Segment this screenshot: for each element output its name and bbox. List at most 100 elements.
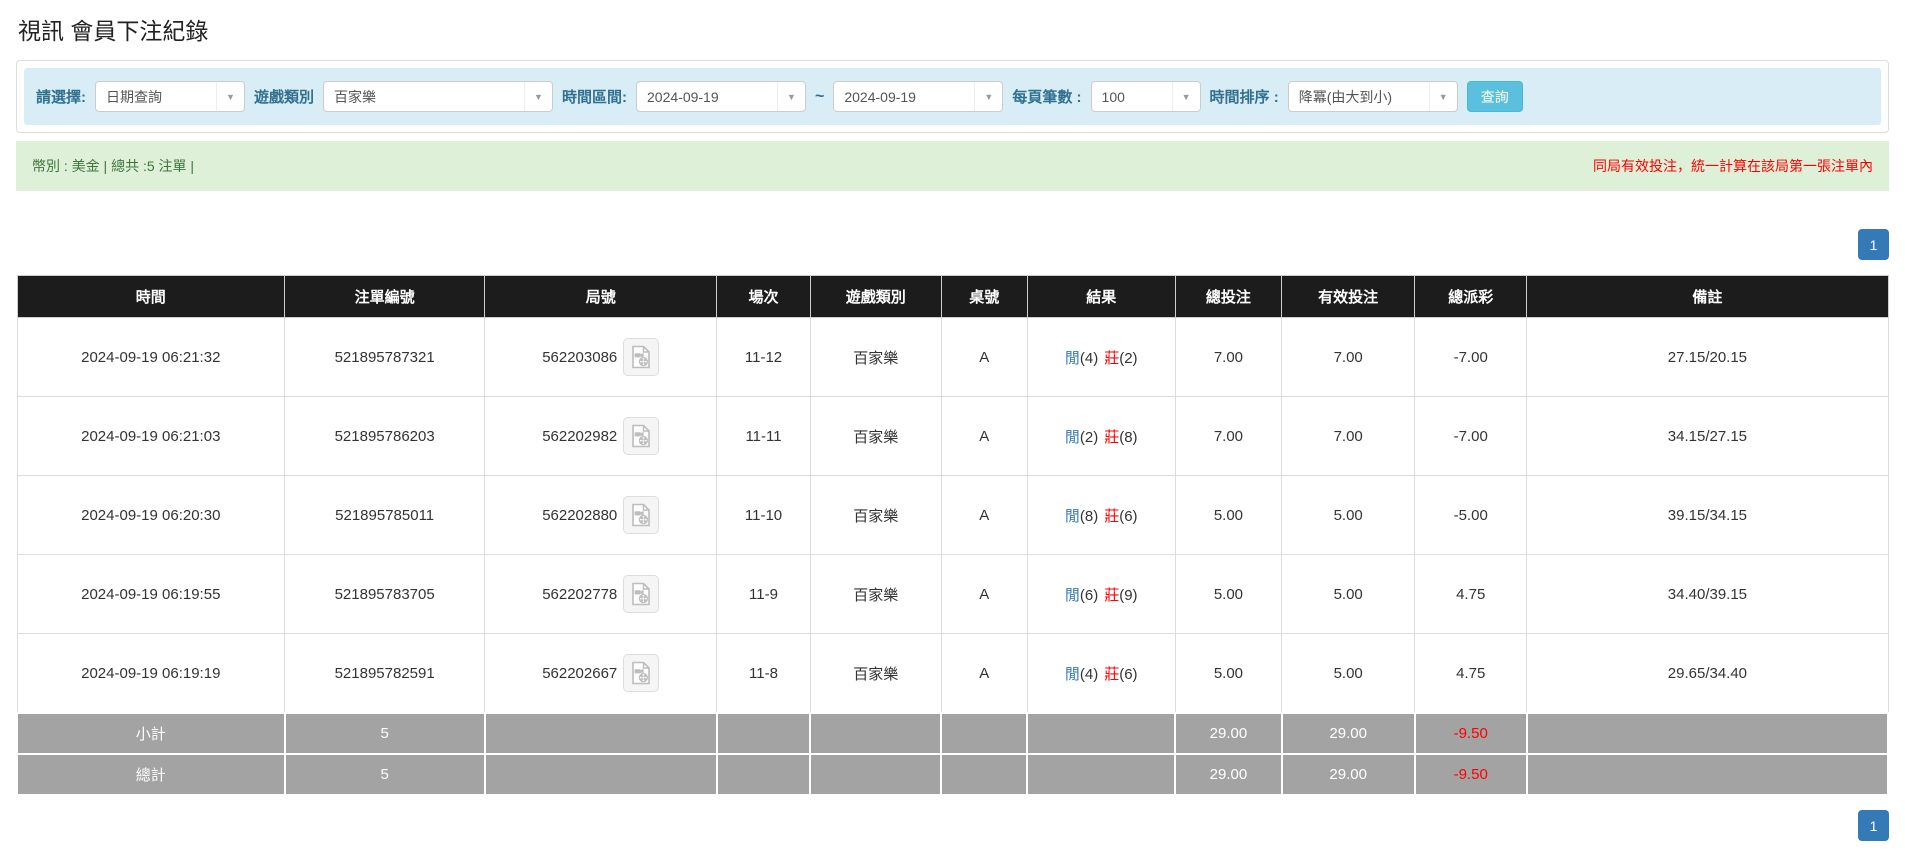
result-player-label: 閒 (1064, 665, 1080, 683)
video-record-icon (632, 503, 651, 527)
cell-payout: 4.75 (1414, 633, 1528, 714)
result-player-label: 閒 (1064, 349, 1080, 367)
cell-session: 11-12 (716, 317, 811, 397)
result-banker-points: (2) (1119, 349, 1138, 367)
cell-bet-id: 521895786203 (284, 396, 486, 476)
result-player-points: (6) (1079, 586, 1099, 604)
result-banker-label: 莊 (1104, 428, 1120, 446)
total-valid-bet: 29.00 (1280, 753, 1416, 796)
result-banker-points: (6) (1119, 665, 1138, 683)
cell-valid-bet: 5.00 (1281, 633, 1416, 714)
query-button[interactable]: 查詢 (1466, 81, 1523, 112)
filter-panel: 請選擇: 日期查詢 ▼ 遊戲類別 百家樂 ▼ 時間區間: 2024-09-19 … (16, 60, 1889, 133)
subtotal-total-bet: 29.00 (1174, 712, 1283, 755)
query-type-value: 日期查詢 (106, 88, 162, 105)
date-from-value: 2024-09-19 (647, 88, 719, 105)
date-to-value: 2024-09-19 (844, 88, 916, 105)
query-type-select[interactable]: 日期查詢 ▼ (95, 81, 245, 112)
cell-round-id: 562202667 (484, 633, 718, 714)
col-header-note: 備註 (1526, 275, 1889, 318)
round-id-text: 562202982 (542, 427, 618, 445)
date-from-select[interactable]: 2024-09-19 ▼ (636, 81, 807, 112)
game-type-select[interactable]: 百家樂 ▼ (323, 81, 554, 112)
video-record-button[interactable] (623, 654, 660, 692)
result-banker-points: (6) (1119, 507, 1138, 525)
cell-result: 閒(4) 莊(2) (1026, 317, 1176, 397)
result-player-points: (4) (1079, 665, 1099, 683)
video-record-button[interactable] (623, 417, 660, 455)
col-header-time: 時間 (16, 275, 286, 318)
round-id-text: 562203086 (542, 348, 618, 366)
currency-total-text: 幣別 : 美金 | 總共 :5 注單 | (32, 158, 195, 174)
time-sort-label: 時間排序 : (1209, 89, 1279, 106)
page-1-button[interactable]: 1 (1858, 229, 1889, 260)
per-page-value: 100 (1101, 88, 1125, 105)
subtotal-payout: -9.50 (1413, 712, 1528, 755)
cell-session: 11-10 (716, 475, 811, 555)
per-page-select[interactable]: 100 ▼ (1090, 81, 1201, 112)
cell-payout: -7.00 (1414, 396, 1528, 476)
round-id-text: 562202667 (542, 664, 618, 682)
total-label: 總計 (16, 753, 286, 796)
cell-round-id: 562202880 (484, 475, 718, 555)
cell-valid-bet: 7.00 (1281, 317, 1416, 397)
cell-game-type: 百家樂 (809, 475, 942, 555)
col-header-game-type: 遊戲類別 (809, 275, 942, 318)
cell-round-id: 562202982 (484, 396, 718, 476)
col-header-session: 場次 (716, 275, 811, 318)
cell-total-bet: 7.00 (1174, 396, 1283, 476)
result-banker-points: (9) (1119, 586, 1138, 604)
cell-game-type: 百家樂 (809, 554, 942, 634)
round-id-text: 562202880 (542, 506, 618, 524)
table-row: 2024-09-19 06:21:03 521895786203 5622029… (16, 396, 1889, 476)
cell-result: 閒(4) 莊(6) (1026, 633, 1176, 714)
cell-result: 閒(6) 莊(9) (1026, 554, 1176, 634)
cell-round-id: 562202778 (484, 554, 718, 634)
table-row: 2024-09-19 06:21:32 521895787321 5622030… (16, 317, 1889, 397)
time-sort-select[interactable]: 降冪(由大到小) ▼ (1287, 81, 1458, 112)
total-count: 5 (283, 753, 486, 796)
cell-result: 閒(2) 莊(8) (1026, 396, 1176, 476)
cell-time: 2024-09-19 06:19:19 (16, 633, 286, 714)
result-banker-label: 莊 (1104, 586, 1120, 604)
result-banker-points: (8) (1119, 428, 1138, 446)
col-header-result: 結果 (1026, 275, 1176, 318)
game-type-value: 百家樂 (334, 88, 377, 105)
col-header-table-no: 桌號 (940, 275, 1028, 318)
video-record-button[interactable] (623, 496, 660, 534)
page-1-button[interactable]: 1 (1858, 810, 1889, 841)
cell-table-no: A (940, 554, 1028, 634)
cell-payout: -5.00 (1414, 475, 1528, 555)
cell-bet-id: 521895783705 (284, 554, 486, 634)
range-separator: ~ (815, 87, 825, 105)
cell-session: 11-8 (716, 633, 811, 714)
result-player-label: 閒 (1064, 428, 1080, 446)
subtotal-row: 小計 5 29.00 29.00 -9.50 (16, 712, 1890, 755)
total-payout: -9.50 (1413, 753, 1528, 796)
cell-game-type: 百家樂 (809, 633, 942, 714)
cell-note: 39.15/34.15 (1526, 475, 1889, 555)
col-header-payout: 總派彩 (1414, 275, 1528, 318)
chevron-down-icon: ▼ (777, 82, 805, 111)
video-record-icon (632, 345, 651, 369)
cell-note: 34.15/27.15 (1526, 396, 1889, 476)
video-record-button[interactable] (623, 338, 660, 376)
filter-bar: 請選擇: 日期查詢 ▼ 遊戲類別 百家樂 ▼ 時間區間: 2024-09-19 … (24, 68, 1881, 125)
video-record-button[interactable] (623, 575, 660, 613)
time-range-label: 時間區間: (562, 89, 628, 106)
date-to-select[interactable]: 2024-09-19 ▼ (833, 81, 1004, 112)
table-row: 2024-09-19 06:19:55 521895783705 5622027… (16, 554, 1889, 634)
cell-total-bet: 5.00 (1174, 475, 1283, 555)
col-header-total-bet: 總投注 (1174, 275, 1283, 318)
cell-bet-id: 521895782591 (284, 633, 486, 714)
cell-session: 11-11 (716, 396, 811, 476)
cell-round-id: 562203086 (484, 317, 718, 397)
cell-note: 27.15/20.15 (1526, 317, 1889, 397)
result-player-points: (8) (1079, 507, 1099, 525)
cell-note: 29.65/34.40 (1526, 633, 1889, 714)
result-player-points: (4) (1079, 349, 1099, 367)
time-sort-value: 降冪(由大到小) (1298, 88, 1393, 105)
cell-table-no: A (940, 475, 1028, 555)
rule-notice-text: 同局有效投注，統一計算在該局第一張注單內 (1593, 158, 1873, 174)
